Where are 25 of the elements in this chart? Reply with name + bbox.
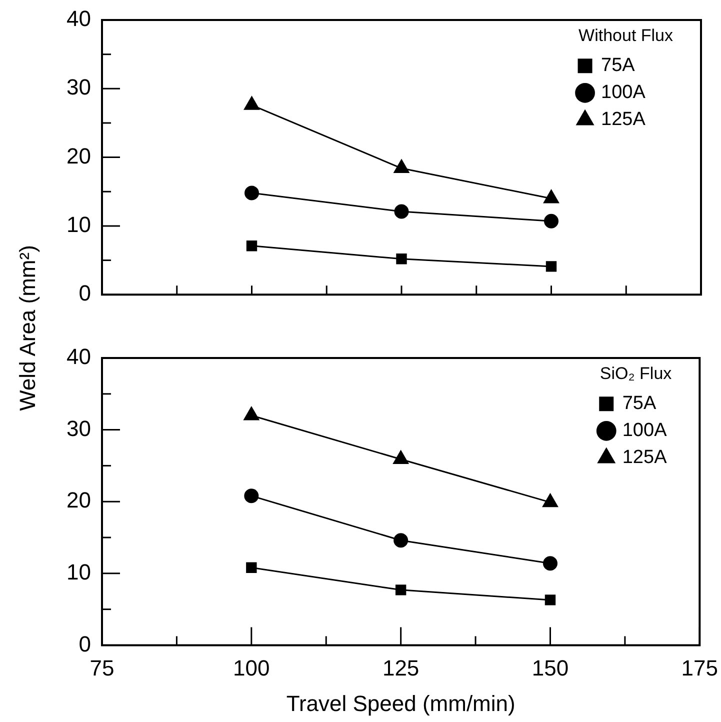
y-tick-label: 20: [66, 143, 91, 168]
y-axis-title: Weld Area (mm²): [15, 244, 41, 413]
legend-title: Without Flux: [578, 26, 674, 46]
legend-label: 100A: [601, 82, 646, 104]
x-tick-label: 100: [233, 655, 270, 680]
legend-label: 125A: [622, 447, 668, 468]
legend-title: SiO₂ Flux: [600, 364, 672, 384]
x-tick-label: 175: [681, 655, 718, 680]
x-tick-label: 150: [532, 655, 569, 680]
y-tick-label: 30: [66, 416, 91, 441]
legend-label: 75A: [622, 393, 657, 414]
y-tick-label: 40: [66, 6, 91, 32]
y-tick-label: 20: [66, 488, 91, 513]
y-tick-label: 0: [78, 631, 91, 656]
x-tick-label: 125: [382, 655, 420, 680]
y-tick-label: 40: [66, 344, 91, 370]
x-axis-title: Travel Speed (mm/min): [286, 690, 516, 716]
y-tick-label: 0: [78, 280, 91, 306]
x-tick-label: 75: [90, 655, 114, 680]
legend-label: 75A: [601, 55, 636, 76]
legend-label: 125A: [601, 109, 646, 130]
legend-label: 100A: [622, 420, 668, 442]
y-tick-label: 10: [66, 559, 91, 584]
y-tick-label: 30: [66, 74, 91, 100]
y-tick-label: 10: [66, 212, 91, 238]
